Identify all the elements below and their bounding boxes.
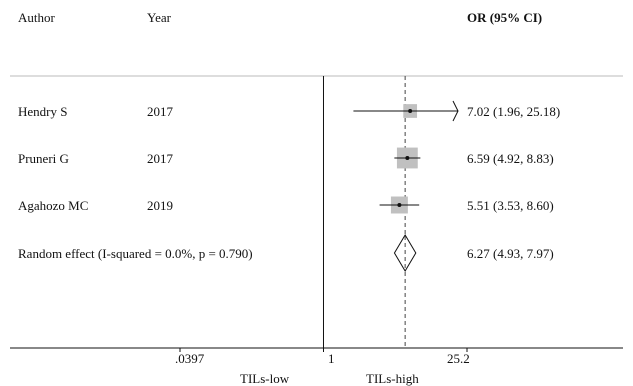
study-year: 2017 xyxy=(147,104,173,119)
study-ci-text: 6.59 (4.92, 8.83) xyxy=(467,151,554,166)
study-author: Agahozo MC xyxy=(18,198,89,213)
study-year: 2019 xyxy=(147,198,173,213)
study-author: Pruneri G xyxy=(18,151,69,166)
x-label-left: TILs-low xyxy=(240,371,290,386)
x-tick-label: 1 xyxy=(328,351,335,366)
ci-arrow xyxy=(452,100,459,122)
year-header: Year xyxy=(147,10,171,25)
study-year: 2017 xyxy=(147,151,173,166)
study-author: Hendry S xyxy=(18,104,68,119)
x-tick-label: .0397 xyxy=(175,351,205,366)
point-estimate xyxy=(408,109,413,113)
pooled-ci-text: 6.27 (4.93, 7.97) xyxy=(467,246,554,261)
study-ci-text: 7.02 (1.96, 25.18) xyxy=(467,104,561,119)
pooled-label: Random effect (I-squared = 0.0%, p = 0.7… xyxy=(18,246,253,261)
or-ci-header: OR (95% CI) xyxy=(467,10,543,25)
study-ci-text: 5.51 (3.53, 8.60) xyxy=(467,198,554,213)
x-label-right: TILs-high xyxy=(366,371,419,386)
point-estimate xyxy=(405,156,410,160)
author-header: Author xyxy=(18,10,55,25)
point-estimate xyxy=(397,203,402,207)
x-tick-label: 25.2 xyxy=(447,351,470,366)
